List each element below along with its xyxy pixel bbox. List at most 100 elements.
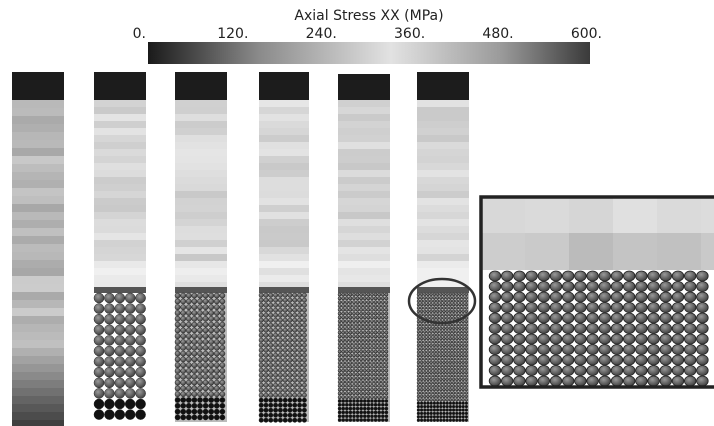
particle <box>367 399 370 402</box>
particle <box>430 371 433 374</box>
particle <box>439 395 442 398</box>
particle <box>433 307 436 310</box>
particle <box>439 351 442 354</box>
particle <box>297 373 301 377</box>
particle <box>436 388 439 391</box>
particle <box>430 398 433 401</box>
particle <box>345 320 348 323</box>
particle <box>209 380 214 385</box>
particle <box>436 317 439 320</box>
particle <box>338 293 341 296</box>
inset-particle <box>636 292 648 302</box>
particle <box>455 368 458 371</box>
particle <box>186 357 191 362</box>
stress-band <box>94 240 146 247</box>
particle <box>446 300 449 303</box>
particle <box>436 371 439 374</box>
particle <box>443 385 446 388</box>
particle <box>192 374 197 379</box>
particle <box>214 386 219 391</box>
particle <box>459 341 462 344</box>
inset-particle <box>501 324 513 334</box>
particle <box>417 347 420 350</box>
particle <box>352 411 355 414</box>
particle <box>214 339 219 344</box>
particle <box>338 384 341 387</box>
stress-band <box>259 163 309 170</box>
particle <box>462 303 465 306</box>
particle <box>433 385 436 388</box>
particle <box>115 388 125 398</box>
particle <box>356 377 359 380</box>
particle <box>423 412 426 415</box>
particle <box>367 339 370 342</box>
particle <box>293 418 297 422</box>
particle <box>417 415 420 418</box>
particle <box>420 344 423 347</box>
particle <box>462 402 465 405</box>
particle <box>427 368 430 371</box>
particle <box>459 409 462 412</box>
particle <box>356 350 359 353</box>
particle <box>338 301 341 304</box>
particle <box>342 342 345 345</box>
stress-band <box>175 212 227 219</box>
stress-band <box>259 142 309 149</box>
particle <box>465 419 468 422</box>
inset-particle <box>697 271 709 281</box>
inset-particle <box>514 345 526 355</box>
particle <box>370 335 373 338</box>
particle <box>465 320 468 323</box>
particle <box>452 364 455 367</box>
particle <box>420 375 423 378</box>
column-cap <box>338 74 390 102</box>
particle <box>370 358 373 361</box>
column-cap <box>259 72 309 100</box>
particle <box>264 363 268 367</box>
particle <box>264 343 268 347</box>
particle <box>360 396 363 399</box>
particle <box>356 293 359 296</box>
stress-band <box>259 212 309 219</box>
particle <box>443 409 446 412</box>
particle <box>269 388 273 392</box>
particle <box>283 338 287 342</box>
inset-particle <box>538 376 550 386</box>
inset-particle <box>611 271 623 281</box>
inset-particle <box>599 355 611 365</box>
inset-particle <box>501 376 513 386</box>
particle <box>352 308 355 311</box>
particle <box>378 365 381 368</box>
particle <box>427 361 430 364</box>
inset-particle <box>562 334 574 344</box>
particle <box>192 397 197 402</box>
particle <box>115 346 125 356</box>
particle <box>273 338 277 342</box>
particle <box>449 402 452 405</box>
particle <box>420 327 423 330</box>
stress-band <box>338 212 390 219</box>
particle <box>214 397 219 402</box>
particle <box>423 330 426 333</box>
particle <box>430 354 433 357</box>
inset-band <box>613 233 657 270</box>
inset-particle <box>562 292 574 302</box>
particle <box>443 405 446 408</box>
particle <box>220 357 225 362</box>
particle <box>430 395 433 398</box>
stress-band <box>338 170 390 177</box>
inset-particle <box>587 345 599 355</box>
particle <box>465 385 468 388</box>
particle <box>465 293 468 296</box>
particle <box>209 322 214 327</box>
particle <box>349 396 352 399</box>
particle <box>136 388 146 398</box>
particle <box>363 411 366 414</box>
particle <box>293 323 297 327</box>
particle <box>423 381 426 384</box>
inset-particle <box>550 292 562 302</box>
particle <box>192 357 197 362</box>
particle <box>378 316 381 319</box>
particle <box>446 381 449 384</box>
particle <box>94 325 104 335</box>
